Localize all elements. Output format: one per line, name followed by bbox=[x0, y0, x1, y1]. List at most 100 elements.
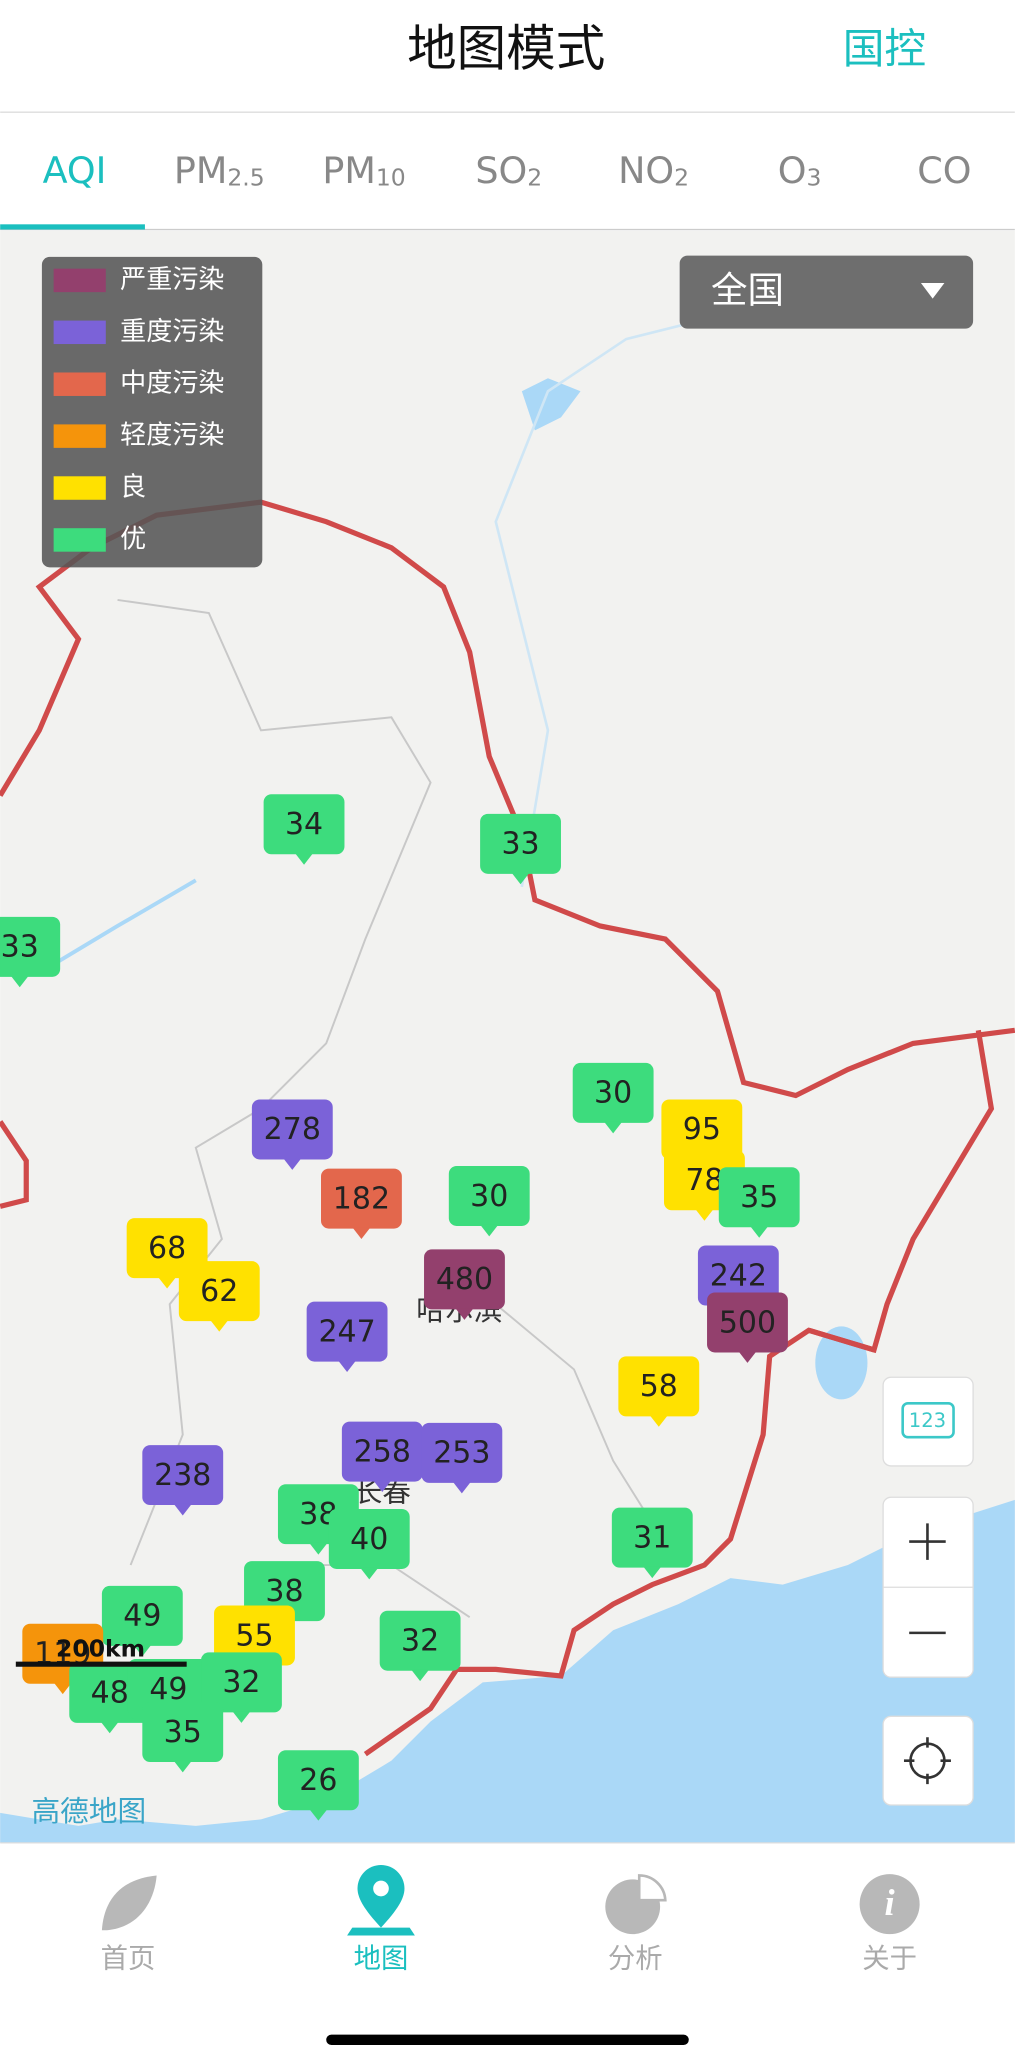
tab-bar-bottom bbox=[0, 1842, 1015, 2045]
tab[interactable]: SO2 bbox=[475, 149, 542, 192]
marker-value: 32 bbox=[401, 1623, 439, 1658]
aqi-marker[interactable]: 26 bbox=[277, 1750, 359, 1821]
aqi-marker[interactable]: 35 bbox=[718, 1167, 800, 1238]
legend-swatch bbox=[53, 528, 106, 552]
marker-value: 62 bbox=[200, 1274, 238, 1309]
region-dropdown[interactable] bbox=[679, 255, 974, 329]
marker-value: 500 bbox=[719, 1305, 776, 1340]
legend-label: 良 bbox=[120, 473, 146, 503]
aqi-marker[interactable]: 480 bbox=[424, 1249, 505, 1320]
legend-swatch bbox=[53, 372, 106, 396]
tab[interactable]: AQI bbox=[43, 149, 107, 192]
map-icon bbox=[373, 1880, 389, 1897]
marker-box bbox=[328, 1508, 410, 1569]
nav-label[interactable]: 地图 bbox=[354, 1944, 409, 1975]
aqi-marker[interactable]: 30 bbox=[448, 1165, 530, 1237]
tab[interactable]: NO2 bbox=[618, 149, 689, 192]
marker-tip bbox=[750, 1225, 769, 1238]
marker-value: 30 bbox=[470, 1179, 508, 1214]
marker-tip bbox=[283, 1158, 302, 1170]
aqi-marker[interactable]: 242 bbox=[697, 1245, 779, 1316]
aqi-marker[interactable]: 31 bbox=[611, 1507, 693, 1579]
legend-label: 中度污染 bbox=[120, 369, 224, 399]
marker-box bbox=[0, 916, 61, 977]
marker-box bbox=[306, 1301, 388, 1362]
aqi-marker[interactable]: 58 bbox=[618, 1356, 700, 1427]
aqi-marker[interactable]: 278 bbox=[251, 1099, 333, 1170]
tab-bar: AQI PM2.5 PM10 SO2 NO2 O3 CO bbox=[43, 149, 972, 192]
aqi-marker[interactable]: 33 bbox=[0, 916, 61, 988]
aqi-marker[interactable]: 40 bbox=[328, 1508, 410, 1580]
tab-sub: 2.5 bbox=[227, 163, 264, 191]
aqi-marker[interactable]: 247 bbox=[306, 1301, 388, 1373]
aqi-marker[interactable]: 500 bbox=[707, 1292, 788, 1363]
marker-value: 34 bbox=[285, 807, 323, 842]
aqi-marker[interactable]: 253 bbox=[421, 1422, 503, 1494]
analysis-icon bbox=[637, 1874, 667, 1902]
aqi-marker[interactable]: 32 bbox=[201, 1652, 282, 1723]
marker-box bbox=[101, 1585, 183, 1646]
aqi-marker[interactable]: 30 bbox=[572, 1062, 654, 1134]
nav-label[interactable]: 首页 bbox=[101, 1944, 156, 1975]
aqi-marker[interactable]: 32 bbox=[379, 1610, 461, 1682]
legend bbox=[41, 256, 263, 568]
marker-value: 33 bbox=[1, 930, 39, 965]
layer-button[interactable] bbox=[882, 1376, 974, 1467]
marker-box bbox=[618, 1356, 700, 1417]
marker-tip bbox=[695, 1209, 714, 1221]
dropdown-arrow bbox=[920, 283, 945, 299]
marker-box bbox=[718, 1167, 800, 1228]
nav-label[interactable]: 分析 bbox=[608, 1944, 663, 1975]
marker-box bbox=[480, 813, 561, 874]
marker-value: 238 bbox=[154, 1458, 211, 1493]
nav-label[interactable]: 关于 bbox=[862, 1944, 917, 1975]
aqi-marker[interactable]: 258 bbox=[341, 1421, 423, 1493]
aqi-marker[interactable]: 55 bbox=[214, 1605, 295, 1676]
legend-label: 严重污染 bbox=[120, 265, 224, 295]
aqi-marker[interactable]: 182 bbox=[320, 1168, 402, 1239]
marker-tip bbox=[337, 1360, 357, 1373]
marker-value: 182 bbox=[333, 1181, 390, 1216]
marker-tip bbox=[294, 852, 314, 865]
tab[interactable]: CO bbox=[917, 149, 971, 192]
marker-tip bbox=[53, 1682, 72, 1695]
aqi-marker[interactable]: 62 bbox=[178, 1261, 260, 1332]
marker-tip bbox=[309, 1808, 328, 1821]
aqi-marker[interactable]: 95 bbox=[661, 1099, 743, 1170]
marker-tip bbox=[604, 1121, 623, 1134]
marker-value: 58 bbox=[640, 1369, 678, 1404]
home-indicator bbox=[326, 2034, 689, 2045]
marker-box bbox=[661, 1099, 743, 1160]
aqi-marker[interactable]: 35 bbox=[142, 1701, 224, 1773]
marker-tip bbox=[352, 1227, 371, 1239]
locate-icon bbox=[903, 1737, 951, 1785]
legend-label: 轻度污染 bbox=[120, 421, 224, 451]
tab[interactable]: PM2.5 bbox=[174, 149, 265, 192]
tab-main: SO bbox=[475, 149, 527, 192]
marker-value: 33 bbox=[501, 827, 539, 862]
tab-main: PM bbox=[174, 149, 228, 192]
scale-label: 200km bbox=[56, 1634, 145, 1662]
marker-tip bbox=[100, 1721, 119, 1734]
marker-tip bbox=[173, 1760, 192, 1773]
tab[interactable]: PM10 bbox=[322, 149, 405, 192]
legend-swatch bbox=[53, 320, 106, 345]
markers: 34 33 33 30 95 278 182 30 78 35 68 62 480 242 500 247 58… bbox=[0, 794, 800, 1821]
source-toggle[interactable]: 国控 bbox=[843, 24, 926, 73]
aqi-marker[interactable]: 49 bbox=[101, 1585, 183, 1657]
header bbox=[0, 0, 1015, 113]
marker-value: 35 bbox=[164, 1715, 202, 1750]
tab[interactable]: O3 bbox=[778, 149, 822, 192]
marker-value: 48 bbox=[91, 1676, 129, 1711]
marker-box bbox=[142, 1445, 224, 1506]
about-icon bbox=[859, 1874, 920, 1935]
legend-label: 重度污染 bbox=[120, 317, 224, 347]
aqi-marker[interactable]: 33 bbox=[480, 813, 561, 885]
aqi-marker[interactable]: 238 bbox=[142, 1445, 224, 1516]
locate-button[interactable] bbox=[882, 1715, 974, 1806]
aqi-marker[interactable]: 34 bbox=[263, 794, 345, 865]
marker-value: 480 bbox=[436, 1262, 493, 1297]
zoom-in[interactable] bbox=[909, 1523, 946, 1560]
